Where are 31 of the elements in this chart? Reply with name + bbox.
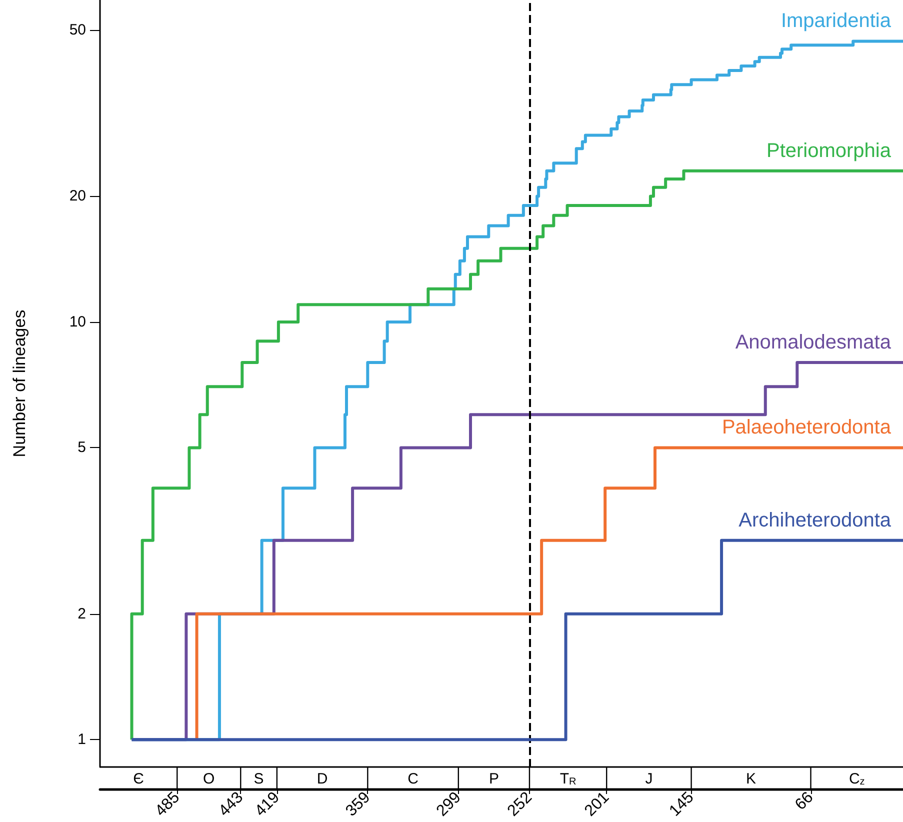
x-tick-label: 443	[216, 788, 247, 820]
series-label: Imparidentia	[780, 10, 892, 32]
x-tick-label: 145	[666, 788, 698, 820]
y-tick-label: 5	[78, 439, 86, 456]
series-label: Pteriomorphia	[766, 140, 892, 162]
text: P	[488, 770, 499, 788]
x-tick-label: 419	[252, 788, 284, 820]
y-tick-label: 2	[78, 605, 86, 622]
text: K	[746, 770, 756, 788]
y-axis-title: Number of lineages	[10, 310, 29, 458]
text: C	[408, 770, 419, 788]
x-tick-label: 66	[792, 788, 817, 814]
x-tick-label: 359	[342, 788, 374, 820]
y-tick-label: 50	[69, 22, 86, 39]
series-label: Anomalodesmata	[735, 331, 892, 354]
text: J	[645, 770, 653, 788]
series-label: Palaeoheterodonta	[722, 416, 892, 439]
y-tick-label: 1	[78, 731, 86, 748]
text: TR	[560, 770, 576, 788]
text: Cz	[848, 770, 865, 788]
text: O	[203, 770, 215, 788]
y-tick-label: 20	[69, 188, 86, 205]
x-tick-label: 201	[582, 788, 613, 820]
x-tick-label: 252	[504, 788, 536, 820]
text: S	[254, 770, 264, 788]
y-tick-label: 10	[69, 313, 86, 330]
text: D	[316, 770, 328, 788]
x-tick-label: 485	[152, 788, 184, 820]
series-label: Archiheterodonta	[738, 509, 892, 532]
x-tick-label: 299	[434, 788, 464, 820]
text: Є	[133, 770, 144, 788]
